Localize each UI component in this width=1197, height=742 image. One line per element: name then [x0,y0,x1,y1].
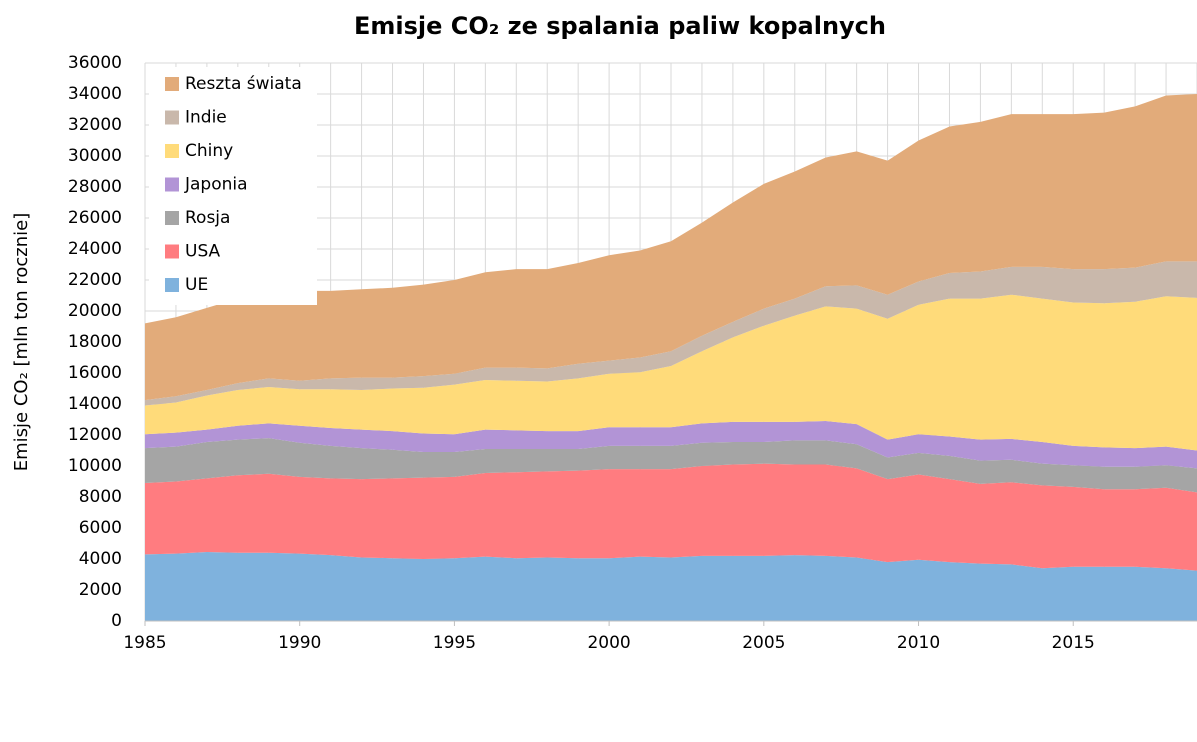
y-tick-label: 16000 [68,363,122,383]
y-tick-label: 30000 [68,146,122,166]
area [145,294,1197,451]
y-tick-label: 12000 [68,425,122,445]
legend-swatch [165,110,179,125]
y-tick-label: 26000 [68,208,122,228]
x-tick-label: 2015 [1052,633,1095,653]
area [145,438,1197,493]
legend-swatch [165,144,179,158]
legend: Reszta świata Indie Chiny Japonia Rosja USA UE [149,67,317,305]
y-tick-label: 2000 [79,580,122,600]
legend-label: Indie [185,108,227,128]
area [145,421,1197,469]
y-tick-label: 22000 [68,270,122,290]
y-tick-label: 36000 [68,53,122,73]
y-tick-label: 6000 [79,518,122,538]
y-tick-label: 8000 [79,487,122,507]
legend-swatch [165,278,179,292]
x-tick-label: 1995 [433,633,476,653]
legend-label: USA [185,242,221,262]
x-tick-label: 2000 [587,633,630,653]
x-tick-label: 2005 [742,633,785,653]
area [145,552,1197,621]
y-tick-label: 0 [111,611,122,631]
legend-label: Reszta świata [185,74,302,94]
legend-label: Rosja [185,208,230,228]
y-tick-label: 28000 [68,177,122,197]
legend-label: Chiny [185,141,233,161]
y-tick-label: 4000 [79,549,122,569]
y-tick-label: 20000 [68,301,122,321]
legend-swatch [165,77,179,91]
chart-title: Emisje CO₂ ze spalania paliw kopalnych [354,12,886,40]
area [145,463,1197,571]
area [145,94,1197,401]
y-tick-label: 32000 [68,115,122,135]
x-tick-label: 2010 [897,633,940,653]
legend-swatch [165,211,179,225]
y-tick-label: 34000 [68,84,122,104]
y-tick-label: 14000 [68,394,122,414]
legend-label: Japonia [184,175,248,195]
y-axis-label: Emisje CO₂ [mln ton rocznie] [11,213,32,472]
y-tick-label: 10000 [68,456,122,476]
x-tick-label: 1990 [278,633,321,653]
legend-label: UE [185,275,208,295]
y-tick-label: 24000 [68,239,122,259]
x-tick-label: 1985 [123,633,166,653]
area [145,261,1197,406]
legend-swatch [165,177,179,192]
legend-swatch [165,244,179,259]
y-tick-label: 18000 [68,332,122,352]
